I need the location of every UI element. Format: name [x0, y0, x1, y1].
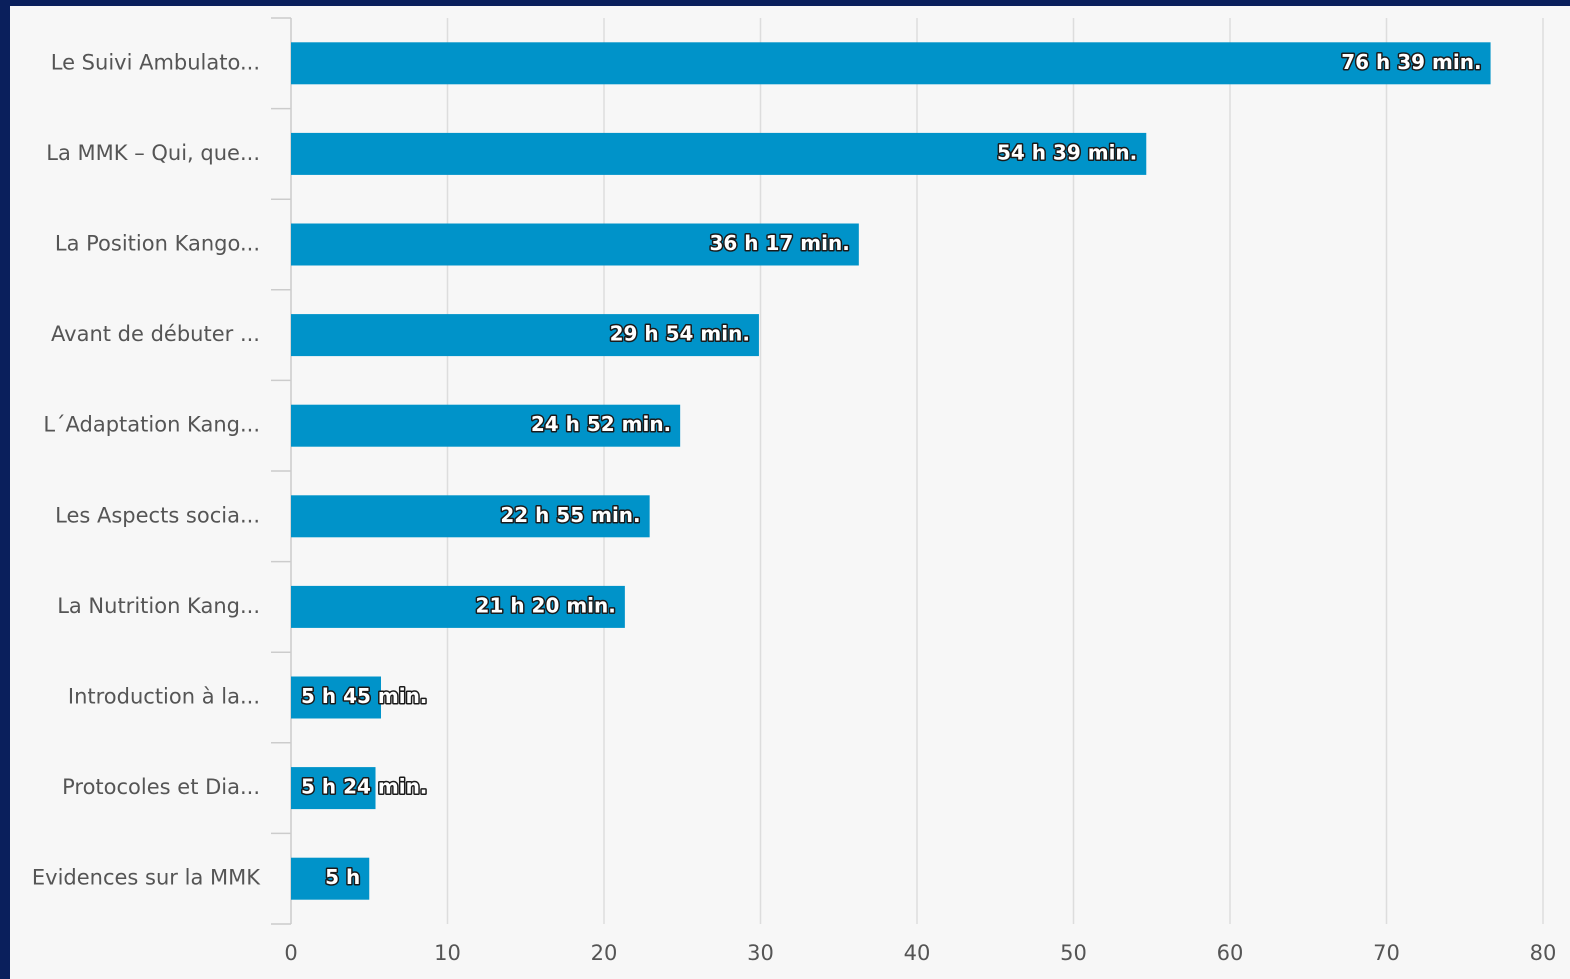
- data-label: 5 h 45 min.: [301, 684, 427, 708]
- y-axis: [271, 17, 292, 925]
- bar: [291, 857, 370, 900]
- data-label: 24 h 52 min.: [531, 412, 671, 436]
- bar: [291, 767, 376, 810]
- data-label: 36 h 17 min.: [710, 231, 850, 255]
- x-tick-label: 0: [284, 941, 297, 965]
- category-label: Avant de débuter ...: [51, 322, 260, 346]
- x-tick-label: 20: [591, 941, 618, 965]
- data-label: 29 h 54 min.: [610, 322, 750, 346]
- bar: [291, 495, 650, 538]
- x-tick-label: 60: [1217, 941, 1244, 965]
- bars: [291, 42, 1491, 900]
- data-label: 22 h 55 min.: [500, 503, 640, 527]
- x-tick-label: 40: [904, 941, 931, 965]
- category-label: L´Adaptation Kang...: [43, 413, 260, 437]
- bar: [291, 132, 1147, 175]
- category-label: Protocoles et Dia...: [62, 775, 260, 799]
- category-label: Evidences sur la MMK: [32, 866, 261, 890]
- x-tick-label: 70: [1373, 941, 1400, 965]
- chart-panel: Le Suivi Ambulato... La MMK – Qui, que...…: [10, 6, 1570, 979]
- x-tick-label: 30: [747, 941, 774, 965]
- data-label: 5 h: [325, 865, 360, 889]
- category-labels: Le Suivi Ambulato... La MMK – Qui, que...…: [32, 50, 261, 889]
- category-label: Introduction à la...: [68, 685, 260, 709]
- data-labels: 76 h 39 min. 54 h 39 min. 36 h 17 min. 29 h…: [300, 48, 1484, 890]
- data-label: 54 h 39 min.: [997, 140, 1137, 164]
- x-tick-label: 10: [434, 941, 461, 965]
- bar: [291, 314, 759, 357]
- category-label: La MMK – Qui, que...: [46, 141, 260, 165]
- bar: [291, 676, 381, 719]
- bar-chart: Le Suivi Ambulato... La MMK – Qui, que...…: [32, 17, 1556, 965]
- data-label: 5 h 24 min.: [301, 775, 427, 799]
- x-tick-label: 50: [1060, 941, 1087, 965]
- category-label: Les Aspects socia...: [55, 503, 260, 527]
- data-label: 76 h 39 min.: [1341, 50, 1481, 74]
- data-label: 21 h 20 min.: [476, 593, 616, 617]
- bar: [291, 585, 625, 628]
- category-label: La Position Kango...: [55, 232, 260, 256]
- category-label: Le Suivi Ambulato...: [51, 50, 260, 74]
- category-label: La Nutrition Kang...: [57, 594, 260, 618]
- bar: [291, 404, 681, 447]
- bar: [291, 223, 859, 266]
- x-tick-label: 80: [1530, 941, 1557, 965]
- x-axis-tick-labels: 0 10 20 30 40 50 60 70 80: [284, 941, 1556, 965]
- bar: [291, 42, 1491, 85]
